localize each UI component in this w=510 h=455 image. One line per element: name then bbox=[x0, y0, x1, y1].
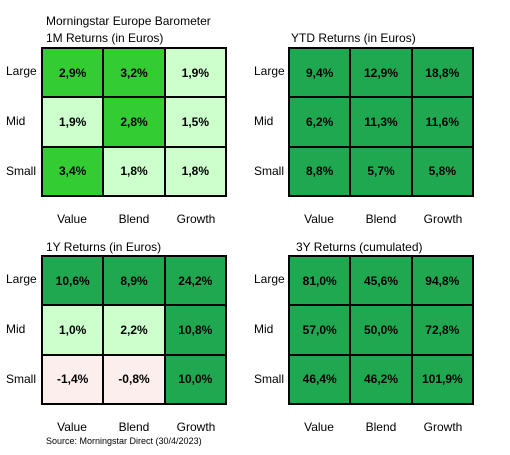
panel-title: YTD Returns (in Euros) bbox=[291, 31, 416, 45]
heatmap-cell: 1,8% bbox=[164, 146, 226, 196]
heatmap-cell: 45,6% bbox=[350, 256, 412, 306]
heatmap-cell: 5,7% bbox=[350, 146, 412, 196]
heatmap-cell: 3,2% bbox=[103, 48, 165, 98]
row-label: Large bbox=[254, 64, 285, 78]
column-label: Value bbox=[304, 212, 334, 226]
source-note: Source: Morningstar Direct (30/4/2023) bbox=[46, 436, 202, 446]
heatmap-cell: -0,8% bbox=[103, 354, 165, 404]
column-label: Growth bbox=[423, 420, 463, 434]
heatmap-cell: 6,2% bbox=[289, 97, 351, 147]
heatmap-cell: 24,2% bbox=[164, 256, 226, 306]
column-label: Growth bbox=[423, 212, 463, 226]
heatmap-cell: 2,8% bbox=[103, 97, 165, 147]
heatmap-cell: 81,0% bbox=[289, 256, 351, 306]
heatmap-cell: 12,9% bbox=[350, 48, 412, 98]
row-label: Mid bbox=[254, 322, 274, 336]
heatmap-cell: 1,0% bbox=[42, 305, 104, 355]
heatmap-cell: 3,4% bbox=[42, 146, 104, 196]
column-label: Blend bbox=[365, 420, 397, 434]
heatmap-cell: 101,9% bbox=[411, 354, 473, 404]
row-label: Large bbox=[254, 272, 285, 286]
column-label: Blend bbox=[118, 420, 150, 434]
heatmap-cell: 9,4% bbox=[289, 48, 351, 98]
row-label: Small bbox=[6, 372, 37, 386]
row-label: Mid bbox=[6, 322, 26, 336]
heatmap-cell: 11,3% bbox=[350, 97, 412, 147]
heatmap-grid: 9,4% 12,9% 18,8% 6,2% 11,3% 11,6% 8,8% 5,7% 5,8% bbox=[288, 47, 474, 197]
row-label: Large bbox=[6, 272, 37, 286]
heatmap-grid: 2,9% 3,2% 1,9% 1,9% 2,8% 1,5% 3,4% 1,8% 1,8% bbox=[41, 47, 227, 197]
heatmap-grid: 81,0% 45,6% 94,8% 57,0% 50,0% 72,8% 46,4% 46,2%… bbox=[288, 255, 474, 405]
column-label: Blend bbox=[118, 212, 150, 226]
heatmap-cell: 2,9% bbox=[42, 48, 104, 98]
heatmap-cell: -1,4% bbox=[42, 354, 104, 404]
column-label: Growth bbox=[176, 420, 216, 434]
barometer-title: Morningstar Europe Barometer bbox=[46, 14, 211, 28]
heatmap-cell: 94,8% bbox=[411, 256, 473, 306]
column-label: Value bbox=[57, 420, 87, 434]
row-label: Mid bbox=[6, 114, 26, 128]
heatmap-cell: 46,2% bbox=[350, 354, 412, 404]
panel-title: 3Y Returns (cumulated) bbox=[296, 240, 423, 254]
row-label: Small bbox=[254, 164, 285, 178]
heatmap-cell: 10,0% bbox=[164, 354, 226, 404]
heatmap-cell: 8,9% bbox=[103, 256, 165, 306]
heatmap-cell: 10,8% bbox=[164, 305, 226, 355]
panel-title: 1M Returns (in Euros) bbox=[46, 31, 164, 45]
heatmap-cell: 2,2% bbox=[103, 305, 165, 355]
heatmap-cell: 11,6% bbox=[411, 97, 473, 147]
heatmap-cell: 1,8% bbox=[103, 146, 165, 196]
heatmap-cell: 1,9% bbox=[42, 97, 104, 147]
heatmap-cell: 8,8% bbox=[289, 146, 351, 196]
heatmap-grid: 10,6% 8,9% 24,2% 1,0% 2,2% 10,8% -1,4% -0,8% 10,… bbox=[41, 255, 227, 405]
column-label: Blend bbox=[365, 212, 397, 226]
row-label: Large bbox=[6, 64, 37, 78]
row-label: Mid bbox=[254, 114, 274, 128]
column-label: Growth bbox=[176, 212, 216, 226]
heatmap-cell: 50,0% bbox=[350, 305, 412, 355]
heatmap-cell: 5,8% bbox=[411, 146, 473, 196]
row-label: Small bbox=[6, 164, 37, 178]
column-label: Value bbox=[57, 212, 87, 226]
row-label: Small bbox=[254, 372, 285, 386]
heatmap-cell: 10,6% bbox=[42, 256, 104, 306]
heatmap-cell: 18,8% bbox=[411, 48, 473, 98]
column-label: Value bbox=[304, 420, 334, 434]
heatmap-cell: 46,4% bbox=[289, 354, 351, 404]
heatmap-cell: 1,5% bbox=[164, 97, 226, 147]
panel-title: 1Y Returns (in Euros) bbox=[46, 240, 162, 254]
heatmap-cell: 72,8% bbox=[411, 305, 473, 355]
heatmap-cell: 57,0% bbox=[289, 305, 351, 355]
heatmap-cell: 1,9% bbox=[164, 48, 226, 98]
